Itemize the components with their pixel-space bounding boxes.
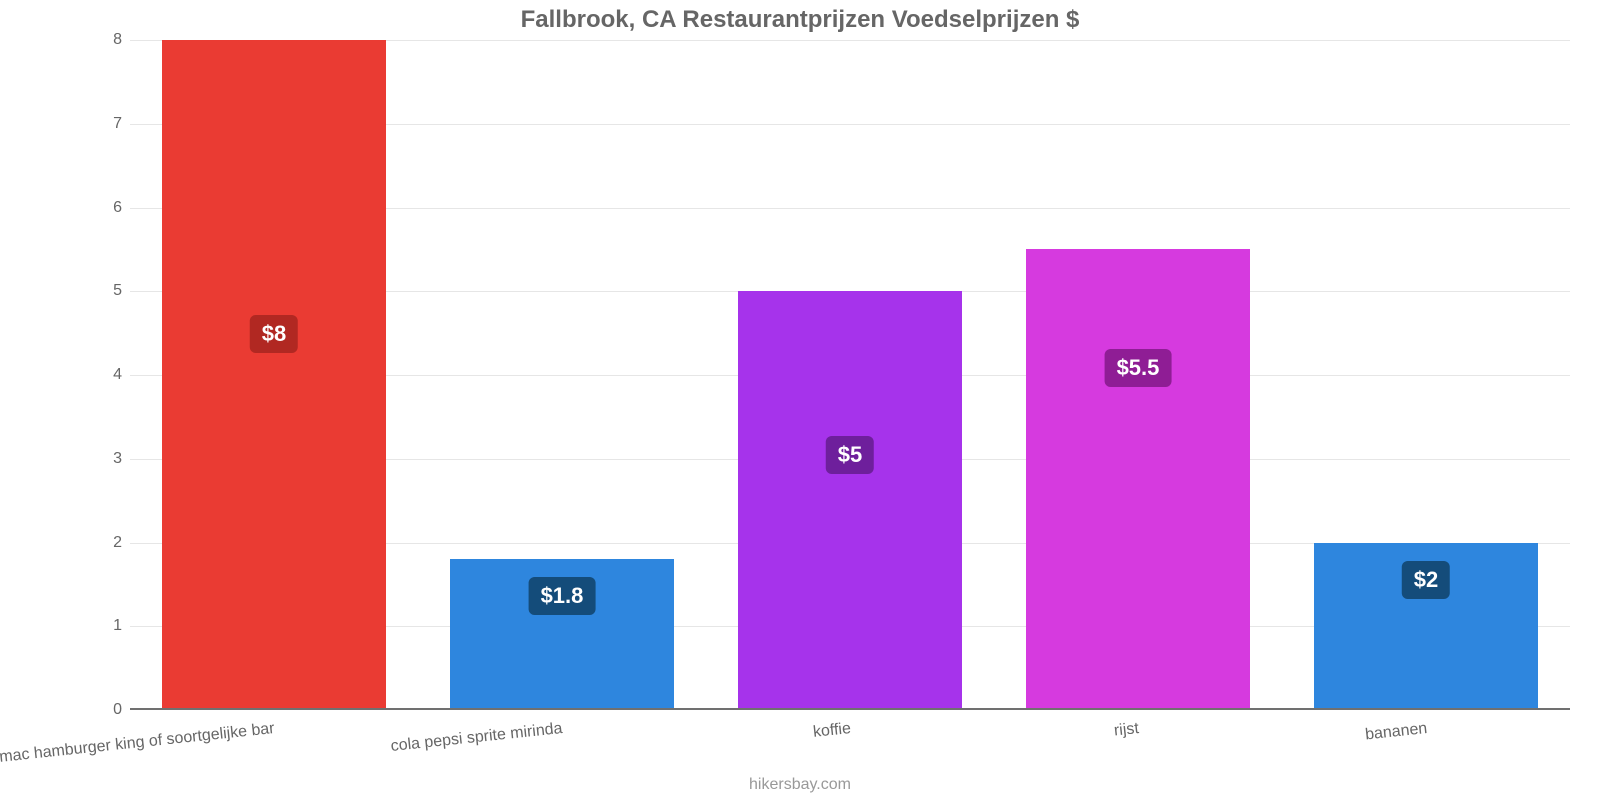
x-tick-label: rijst [1113, 720, 1140, 741]
x-axis-labels: mac hamburger king of soortgelijke barco… [130, 714, 1570, 764]
value-badge: $2 [1402, 561, 1450, 599]
bar: $2 [1314, 543, 1539, 711]
value-badge: $8 [250, 315, 298, 353]
x-tick-label: bananen [1364, 720, 1428, 744]
x-tick-label: mac hamburger king of soortgelijke bar [0, 720, 275, 767]
bar: $8 [162, 40, 387, 710]
price-bar-chart: Fallbrook, CA Restaurantprijzen Voedselp… [0, 0, 1600, 800]
y-tick-label: 8 [113, 31, 130, 49]
y-tick-label: 6 [113, 199, 130, 217]
y-tick-label: 0 [113, 701, 130, 719]
y-tick-label: 7 [113, 115, 130, 133]
bars-container: $8 $1.8 $5 $5.5 $2 [130, 40, 1570, 710]
plot-area: 012345678 $8$1.8$5$5.5$2 [130, 40, 1570, 710]
bar: $5.5 [1026, 249, 1251, 710]
y-tick-label: 1 [113, 617, 130, 635]
y-tick-label: 4 [113, 366, 130, 384]
chart-title: Fallbrook, CA Restaurantprijzen Voedselp… [0, 0, 1600, 34]
chart-footer: hikersbay.com [0, 776, 1600, 794]
value-badge: $5.5 [1105, 349, 1172, 387]
value-badge: $1.8 [529, 577, 596, 615]
y-tick-label: 2 [113, 534, 130, 552]
value-badge: $5 [826, 436, 874, 474]
bar: $5 [738, 291, 963, 710]
y-tick-label: 3 [113, 450, 130, 468]
y-tick-label: 5 [113, 282, 130, 300]
bar: $1.8 [450, 559, 675, 710]
x-axis-line [130, 708, 1570, 710]
x-tick-label: cola pepsi sprite mirinda [390, 720, 563, 756]
x-tick-label: koffie [812, 720, 852, 742]
